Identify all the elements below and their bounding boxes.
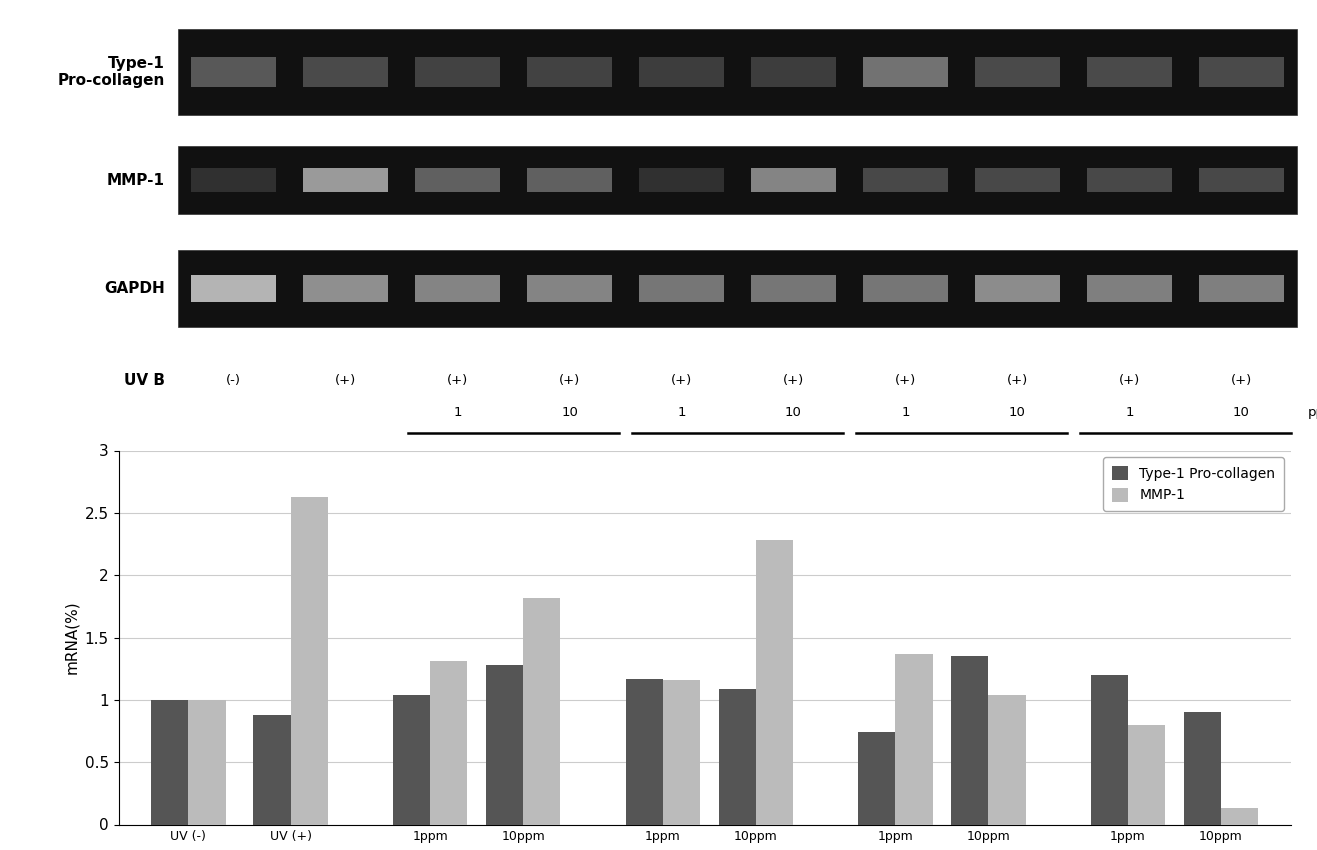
Text: Red G.: Red G. xyxy=(715,464,760,478)
Bar xyxy=(863,168,948,192)
Text: ppm: ppm xyxy=(1308,405,1317,419)
Text: (+): (+) xyxy=(670,374,693,387)
Bar xyxy=(988,694,1026,824)
Text: RG En: RG En xyxy=(940,464,982,478)
Text: UV B: UV B xyxy=(124,373,165,388)
Text: 10: 10 xyxy=(561,405,578,419)
Bar xyxy=(303,57,389,88)
Bar xyxy=(415,57,500,88)
Bar xyxy=(527,275,612,302)
Bar xyxy=(303,168,389,192)
Bar xyxy=(626,678,662,824)
Bar xyxy=(1087,275,1172,302)
Bar xyxy=(1221,808,1258,824)
Bar xyxy=(1087,168,1172,192)
Text: (+): (+) xyxy=(558,374,581,387)
Bar xyxy=(639,57,724,88)
Bar xyxy=(951,656,988,824)
Bar xyxy=(719,688,756,824)
Legend: Type-1 Pro-collagen, MMP-1: Type-1 Pro-collagen, MMP-1 xyxy=(1104,457,1284,511)
Text: MMP-1: MMP-1 xyxy=(107,173,165,188)
Bar xyxy=(151,700,188,824)
Text: GAPDH: GAPDH xyxy=(104,280,165,296)
Text: (+): (+) xyxy=(446,374,469,387)
Text: (+): (+) xyxy=(335,374,357,387)
Text: Type-1
Pro-collagen: Type-1 Pro-collagen xyxy=(57,56,165,88)
Bar xyxy=(863,57,948,88)
Bar xyxy=(975,275,1060,302)
Text: (+): (+) xyxy=(1006,374,1029,387)
Text: (+): (+) xyxy=(1118,374,1141,387)
Bar xyxy=(431,661,468,824)
Bar xyxy=(415,275,500,302)
Bar xyxy=(662,680,699,824)
Bar xyxy=(1087,57,1172,88)
Text: (+): (+) xyxy=(782,374,805,387)
Bar xyxy=(191,57,277,88)
Bar xyxy=(191,275,277,302)
Bar xyxy=(639,168,724,192)
Bar xyxy=(1090,675,1127,824)
Text: 1: 1 xyxy=(1125,405,1134,419)
Text: (+): (+) xyxy=(894,374,917,387)
Bar xyxy=(751,275,836,302)
Text: 10: 10 xyxy=(1009,405,1026,419)
Bar xyxy=(527,57,612,88)
Text: Crata.: Crata. xyxy=(493,464,535,478)
Bar xyxy=(639,275,724,302)
Bar xyxy=(975,168,1060,192)
Bar xyxy=(859,732,896,824)
Bar xyxy=(1184,712,1221,824)
Text: 1: 1 xyxy=(453,405,462,419)
Bar xyxy=(178,250,1297,326)
Bar xyxy=(1198,57,1284,88)
Bar xyxy=(178,29,1297,115)
Bar xyxy=(253,715,291,824)
Bar xyxy=(863,275,948,302)
Bar xyxy=(392,694,431,824)
Text: 1: 1 xyxy=(677,405,686,419)
Bar xyxy=(975,57,1060,88)
Bar xyxy=(1198,168,1284,192)
Bar xyxy=(178,146,1297,214)
Bar xyxy=(751,57,836,88)
Text: 10: 10 xyxy=(785,405,802,419)
Bar xyxy=(751,168,836,192)
Bar xyxy=(896,654,932,824)
Text: RGE + C: RGE + C xyxy=(1156,464,1214,478)
Text: 10: 10 xyxy=(1233,405,1250,419)
Text: 1: 1 xyxy=(901,405,910,419)
Y-axis label: mRNA(%): mRNA(%) xyxy=(65,601,79,674)
Bar xyxy=(486,665,523,824)
Bar xyxy=(291,496,328,824)
Bar xyxy=(188,700,225,824)
Bar xyxy=(1198,275,1284,302)
Bar xyxy=(415,168,500,192)
Bar xyxy=(527,168,612,192)
Bar xyxy=(191,168,277,192)
Text: (+): (+) xyxy=(1230,374,1252,387)
Bar xyxy=(303,275,389,302)
Bar xyxy=(1127,725,1166,824)
Text: (-): (-) xyxy=(227,374,241,387)
Bar xyxy=(523,598,561,824)
Bar xyxy=(756,541,793,824)
